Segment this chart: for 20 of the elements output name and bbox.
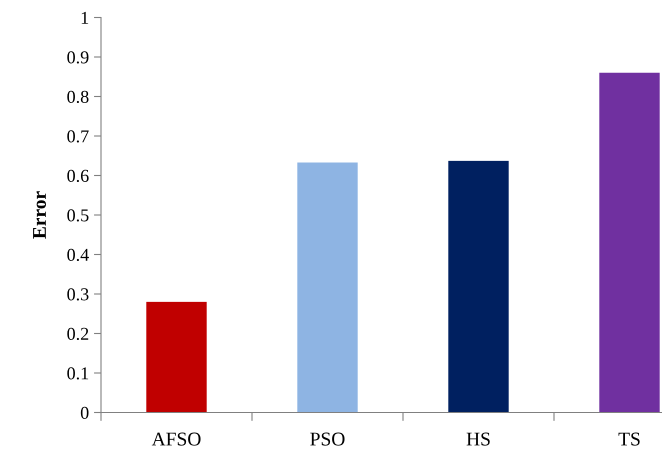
y-tick-label: 0.1 — [67, 367, 88, 380]
y-tick-label: 0.7 — [67, 130, 89, 143]
bar — [146, 302, 207, 412]
x-tick-label: PSO — [310, 432, 345, 446]
x-tick-label: HS — [466, 432, 490, 446]
bar — [599, 72, 660, 412]
y-tick-label: 0.2 — [67, 328, 88, 340]
x-tick-label: AFSO — [152, 432, 201, 446]
y-tick-label: 0.9 — [67, 51, 88, 64]
y-tick-label: 0.6 — [67, 170, 89, 182]
y-axis-title: Error — [33, 191, 46, 239]
bar — [448, 160, 509, 412]
y-tick-label: 0 — [80, 406, 89, 419]
y-tick-label: 0.4 — [67, 248, 89, 262]
y-tick-label: 0.5 — [67, 209, 88, 222]
y-tick-label: 0.8 — [67, 90, 89, 104]
x-tick-label: TS — [618, 432, 640, 446]
y-tick-label: 1 — [82, 12, 88, 24]
y-tick-label: 0.3 — [67, 288, 88, 301]
bar — [297, 162, 358, 412]
